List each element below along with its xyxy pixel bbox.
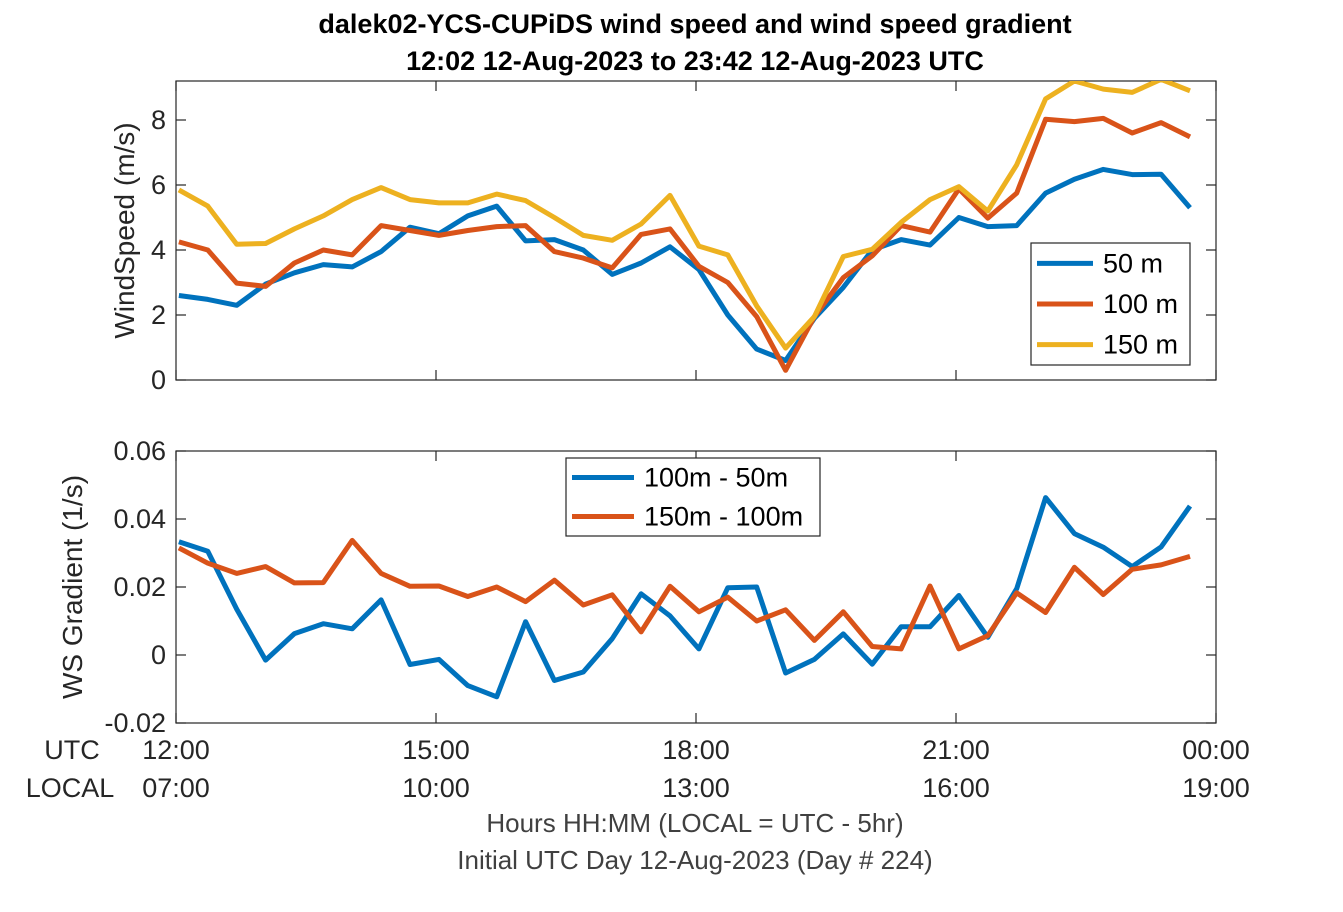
legend-label: 100m - 50m xyxy=(644,463,788,493)
y-tick-label: 0 xyxy=(151,640,166,670)
local-tick-label: 16:00 xyxy=(922,773,990,803)
series-150m-100m xyxy=(177,537,1191,652)
legend: 100m - 50m 150m - 100m xyxy=(565,457,821,537)
y-tick-label: 6 xyxy=(151,170,166,200)
series-group xyxy=(177,495,1193,700)
y-tick-label: 4 xyxy=(151,235,166,265)
chart-title-line1: dalek02-YCS-CUPiDS wind speed and wind s… xyxy=(318,9,1071,39)
local-row-label: LOCAL xyxy=(26,773,115,803)
gradient-panel: -0.02 0 0.02 0.04 0.06 WS Gradient (1/s) 100m … xyxy=(57,436,1217,738)
y-tick-label: 8 xyxy=(151,105,166,135)
utc-tick-label: 21:00 xyxy=(922,735,990,765)
local-tick-label: 13:00 xyxy=(662,773,730,803)
windspeed-panel: 0 2 4 6 8 WindSpeed (m/s) 50 m 100 m 150 m xyxy=(109,80,1217,395)
series-150-m xyxy=(177,81,1191,351)
chart-title-line2: 12:02 12-Aug-2023 to 23:42 12-Aug-2023 U… xyxy=(406,46,984,76)
y-tick-label: -0.02 xyxy=(104,708,166,738)
y-axis-label: WindSpeed (m/s) xyxy=(109,122,140,338)
local-tick-label: 07:00 xyxy=(142,773,210,803)
y-tick-label: 0.06 xyxy=(113,436,166,466)
time-axis: UTC LOCAL 12:00 07:00 15:00 10:00 18:00 13:00… xyxy=(26,735,1250,803)
series-100-m xyxy=(178,115,1192,373)
utc-tick-label: 15:00 xyxy=(402,735,470,765)
utc-tick-label: 12:00 xyxy=(142,735,210,765)
legend-box xyxy=(565,457,821,537)
local-tick-label: 19:00 xyxy=(1182,773,1250,803)
y-axis-label: WS Gradient (1/s) xyxy=(57,475,88,699)
legend-label: 50 m xyxy=(1103,248,1163,278)
legend-label: 150m - 100m xyxy=(644,502,803,532)
utc-tick-label: 00:00 xyxy=(1182,735,1250,765)
y-tick-label: 2 xyxy=(151,300,166,330)
y-tick-label: 0 xyxy=(151,365,166,395)
utc-tick-label: 18:00 xyxy=(662,735,730,765)
utc-row-label: UTC xyxy=(44,735,100,765)
series-group xyxy=(177,81,1192,373)
legend-label: 150 m xyxy=(1103,330,1178,360)
x-axis-caption: Hours HH:MM (LOCAL = UTC - 5hr) xyxy=(486,808,903,838)
legend: 50 m 100 m 150 m xyxy=(1030,242,1191,366)
legend-label: 100 m xyxy=(1103,289,1178,319)
y-tick-label: 0.02 xyxy=(113,572,166,602)
y-tick-label: 0.04 xyxy=(113,504,166,534)
local-tick-label: 10:00 xyxy=(402,773,470,803)
series-50-m xyxy=(178,166,1192,363)
series-100m-50m xyxy=(178,495,1193,700)
day-caption: Initial UTC Day 12-Aug-2023 (Day # 224) xyxy=(457,845,932,875)
